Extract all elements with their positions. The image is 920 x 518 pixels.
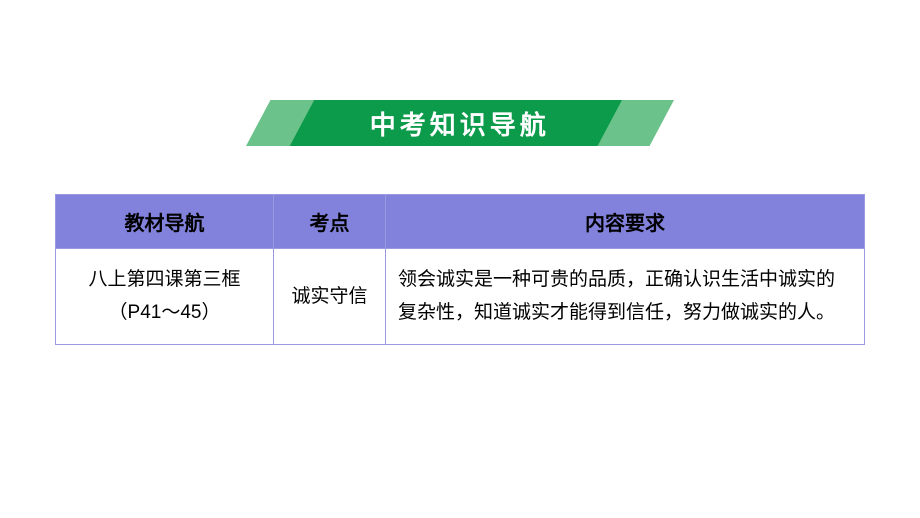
cell-point: 诚实守信 — [274, 249, 386, 345]
banner-inner: 中考知识导航 — [246, 100, 674, 146]
col-header-requirement: 内容要求 — [386, 195, 865, 249]
banner-center: 中考知识导航 — [290, 100, 630, 146]
table-header-row: 教材导航 考点 内容要求 — [56, 195, 865, 249]
knowledge-nav-table: 教材导航 考点 内容要求 八上第四课第三框（P41～45） 诚实守信 领会诚实是… — [55, 194, 865, 345]
table-row: 八上第四课第三框（P41～45） 诚实守信 领会诚实是一种可贵的品质，正确认识生… — [56, 249, 865, 345]
cell-requirement: 领会诚实是一种可贵的品质，正确认识生活中诚实的复杂性，知道诚实才能得到信任，努力… — [386, 249, 865, 345]
col-header-textbook: 教材导航 — [56, 195, 274, 249]
cell-textbook: 八上第四课第三框（P41～45） — [56, 249, 274, 345]
banner-title: 中考知识导航 — [370, 105, 550, 142]
col-header-point: 考点 — [274, 195, 386, 249]
section-banner: 中考知识导航 — [55, 100, 865, 146]
